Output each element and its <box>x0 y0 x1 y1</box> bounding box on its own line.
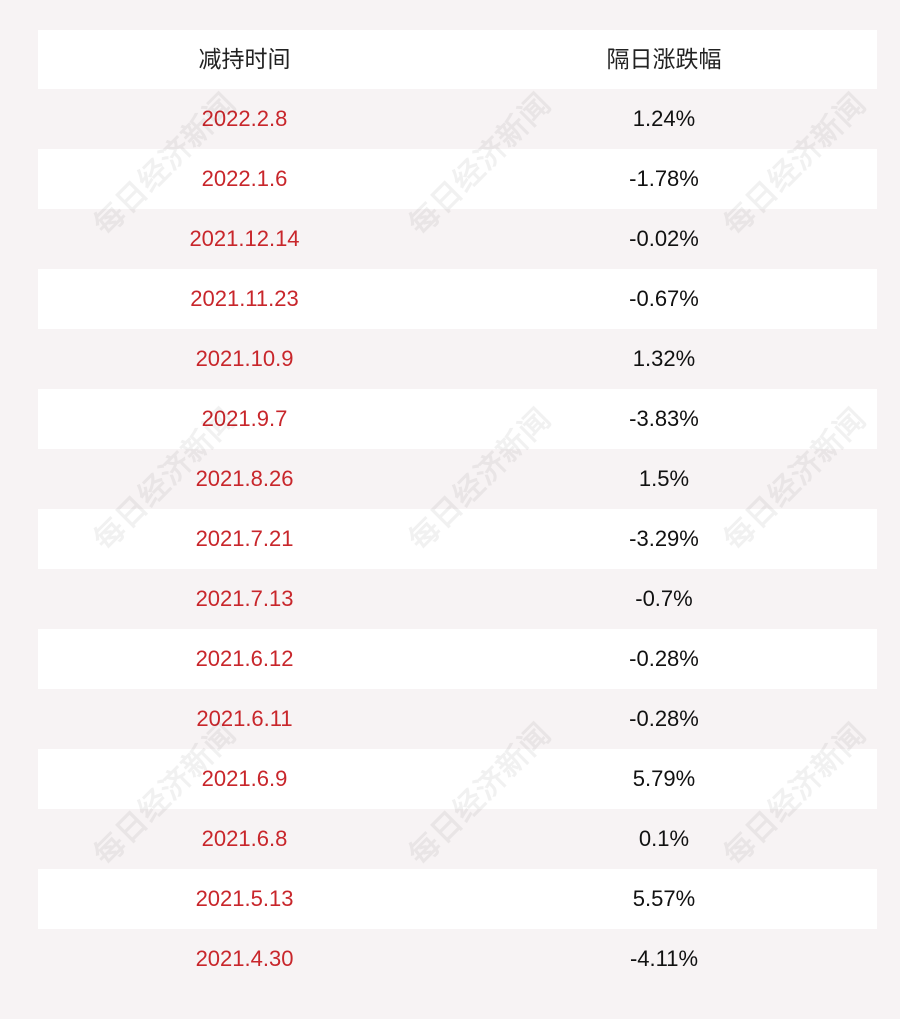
reduction-date: 2022.1.6 <box>201 165 288 191</box>
next-day-change: -0.02% <box>629 225 699 251</box>
next-day-change: 1.24% <box>632 105 696 131</box>
table-row: 2021.10.9 1.32% <box>38 329 877 389</box>
table-body: 2022.2.8 1.24% 2022.1.6 -1.78% 2021.12.14 -0.… <box>38 89 877 989</box>
next-day-change: 1.32% <box>632 345 696 371</box>
reduction-date: 2021.7.21 <box>195 525 294 551</box>
next-day-change: 0.1% <box>638 825 690 851</box>
reduction-date: 2021.9.7 <box>201 405 288 431</box>
table-row: 2021.8.26 1.5% <box>38 449 877 509</box>
table-header-row: 减持时间 隔日涨跌幅 <box>38 30 877 89</box>
table-row: 2021.4.30 -4.11% <box>38 929 877 989</box>
table-row: 2021.7.13 -0.7% <box>38 569 877 629</box>
next-day-change: -0.7% <box>635 585 693 611</box>
reduction-date: 2021.12.14 <box>189 225 300 251</box>
reduction-date: 2021.6.11 <box>196 705 293 731</box>
reduction-date: 2021.7.13 <box>195 585 294 611</box>
reduction-date: 2021.8.26 <box>195 465 294 491</box>
reduction-table: 减持时间 隔日涨跌幅 2022.2.8 1.24% 2022.1.6 -1.78% 20… <box>38 30 877 989</box>
reduction-date: 2021.6.9 <box>201 765 288 791</box>
reduction-date: 2021.6.12 <box>195 645 294 671</box>
table-row: 2021.11.23 -0.67% <box>38 269 877 329</box>
table-row: 2021.6.8 0.1% <box>38 809 877 869</box>
next-day-change: -0.67% <box>629 285 699 311</box>
header-change: 隔日涨跌幅 <box>606 45 722 72</box>
table-row: 2021.12.14 -0.02% <box>38 209 877 269</box>
table-row: 2021.6.11 -0.28% <box>38 689 877 749</box>
reduction-date: 2021.11.23 <box>190 285 299 311</box>
next-day-change: 5.57% <box>632 885 696 911</box>
next-day-change: 1.5% <box>638 465 690 491</box>
table-row: 2022.2.8 1.24% <box>38 89 877 149</box>
reduction-date: 2021.6.8 <box>201 825 288 851</box>
table-row: 2022.1.6 -1.78% <box>38 149 877 209</box>
table-row: 2021.6.12 -0.28% <box>38 629 877 689</box>
next-day-change: -4.11% <box>629 945 699 971</box>
table-row: 2021.6.9 5.79% <box>38 749 877 809</box>
next-day-change: -0.28% <box>629 705 699 731</box>
next-day-change: -0.28% <box>629 645 699 671</box>
next-day-change: -3.83% <box>629 405 699 431</box>
table-row: 2021.5.13 5.57% <box>38 869 877 929</box>
reduction-date: 2022.2.8 <box>201 105 288 131</box>
reduction-date: 2021.4.30 <box>195 945 294 971</box>
header-date: 减持时间 <box>198 45 291 72</box>
reduction-date: 2021.10.9 <box>195 345 294 371</box>
next-day-change: 5.79% <box>632 765 696 791</box>
next-day-change: -1.78% <box>629 165 699 191</box>
next-day-change: -3.29% <box>629 525 699 551</box>
table-row: 2021.7.21 -3.29% <box>38 509 877 569</box>
table-row: 2021.9.7 -3.83% <box>38 389 877 449</box>
reduction-date: 2021.5.13 <box>195 885 294 911</box>
